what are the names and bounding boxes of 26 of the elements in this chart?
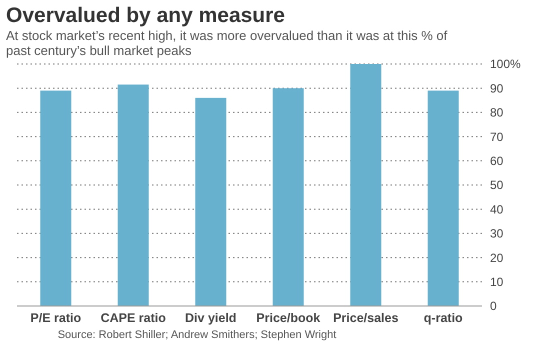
y-tick-label: 20 xyxy=(490,250,504,265)
bar xyxy=(118,84,149,306)
y-tick-label: 50 xyxy=(490,178,504,192)
y-tick-label: 90 xyxy=(490,81,504,96)
bar xyxy=(428,90,459,306)
x-tick-label: CAPE ratio xyxy=(100,311,166,325)
y-tick-label: 60 xyxy=(490,154,504,168)
bar xyxy=(272,88,304,306)
bar xyxy=(350,64,382,306)
y-tick-label: 40 xyxy=(490,202,504,216)
x-tick-label: Div yield xyxy=(185,311,236,325)
source-note: Source: Robert Shiller; Andrew Smithers; Stephen Wright xyxy=(58,329,336,341)
x-tick-label: P/E ratio xyxy=(30,311,82,325)
x-tick-label: q-ratio xyxy=(424,311,464,325)
y-tick-label: 100% xyxy=(490,57,522,72)
y-tick-label: 10 xyxy=(490,275,504,289)
y-tick-label: 70 xyxy=(490,130,504,144)
y-tick-label: 30 xyxy=(490,226,504,241)
chart-title: Overvalued by any measure xyxy=(6,4,285,27)
chart-subtitle: At stock market’s recent high, it was more overvalued than it was at this % of past century’s bull market peaks xyxy=(6,28,448,58)
x-tick-label: Price/book xyxy=(256,311,320,325)
y-tick-label: 80 xyxy=(490,106,504,120)
y-tick-label: 0 xyxy=(490,299,497,314)
x-tick-label: Price/sales xyxy=(333,311,398,325)
bar xyxy=(40,90,72,306)
bar xyxy=(195,98,226,306)
